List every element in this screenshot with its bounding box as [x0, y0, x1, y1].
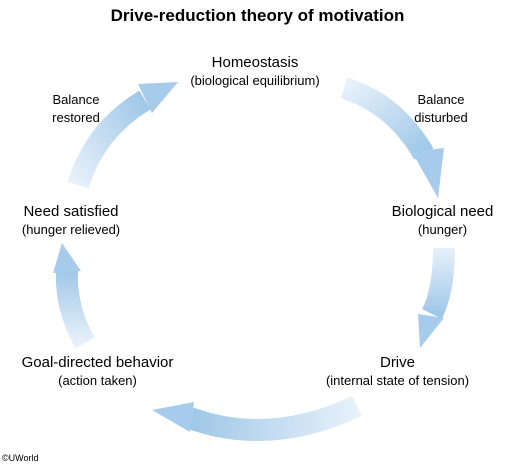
- node-biological-need-label: Biological need: [391, 203, 494, 220]
- arrow-behavior-to-satisfied: [55, 269, 95, 349]
- node-goal-directed-behavior-label: Goal-directed behavior: [21, 354, 174, 371]
- node-biological-need: Biological need (hunger): [370, 202, 515, 238]
- edge-label-balance-restored-line1: Balance: [52, 92, 100, 107]
- edge-label-balance-restored: Balance restored: [36, 91, 116, 127]
- arrowhead-drive-to-behavior: [152, 402, 194, 432]
- node-need-satisfied-sublabel: (hunger relieved): [21, 222, 121, 237]
- node-need-satisfied-label: Need satisfied: [23, 203, 119, 220]
- arrow-drive-to-behavior: [186, 396, 362, 441]
- edge-label-balance-disturbed-line2: disturbed: [414, 110, 468, 125]
- diagram-title: Drive-reduction theory of motivation: [110, 6, 405, 25]
- arrow-need-to-drive: [422, 247, 455, 319]
- node-goal-directed-behavior: Goal-directed behavior (action taken): [10, 353, 185, 389]
- node-homeostasis-label: Homeostasis: [211, 54, 299, 71]
- node-need-satisfied: Need satisfied (hunger relieved): [5, 202, 137, 238]
- edge-label-balance-disturbed-line1: Balance: [417, 92, 465, 107]
- edge-label-balance-disturbed: Balance disturbed: [396, 91, 486, 127]
- arrow-homeostasis-to-need: [340, 77, 434, 160]
- node-goal-directed-behavior-sublabel: (action taken): [58, 373, 137, 388]
- node-drive-label: Drive: [379, 354, 415, 371]
- arrowhead-behavior-to-satisfied: [53, 243, 81, 273]
- edge-label-balance-restored-line2: restored: [52, 110, 100, 125]
- arrowhead-need-to-drive: [418, 314, 444, 348]
- node-homeostasis-sublabel: (biological equilibrium): [190, 73, 320, 88]
- node-biological-need-sublabel: (hunger): [417, 222, 468, 237]
- arrow-satisfied-to-homeostasis: [67, 90, 151, 189]
- arrowhead-homeostasis-to-need: [412, 148, 444, 198]
- node-homeostasis: Homeostasis (biological equilibrium): [155, 53, 355, 89]
- node-drive-sublabel: (internal state of tension): [325, 373, 470, 388]
- copyright-label: ©UWorld: [2, 453, 39, 463]
- node-drive: Drive (internal state of tension): [300, 353, 495, 389]
- arrowhead-satisfied-to-homeostasis: [138, 82, 178, 113]
